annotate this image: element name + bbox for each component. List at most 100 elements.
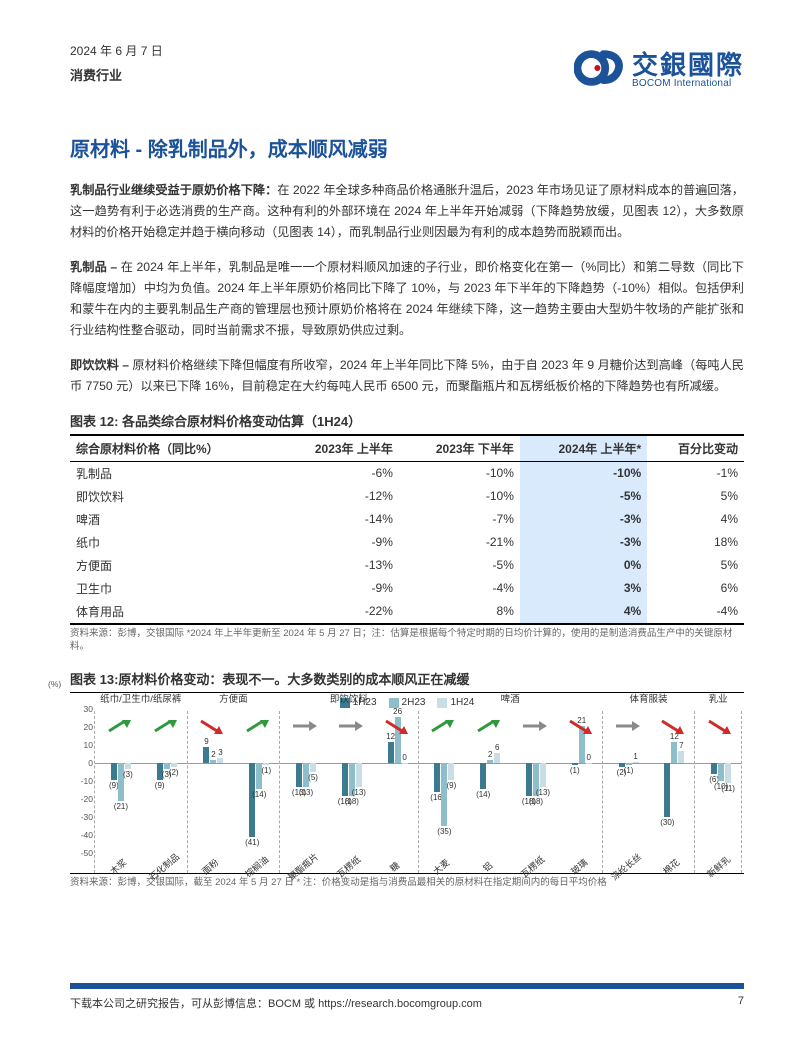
chart-bar-value: (21) — [114, 802, 128, 811]
table-cell: 纸巾 — [70, 531, 278, 554]
logo-icon — [574, 42, 626, 99]
chart-bar — [217, 758, 223, 763]
chart-bar — [263, 763, 269, 765]
table-cell: -9% — [278, 531, 399, 554]
chart-bar — [626, 763, 632, 765]
chart-bar-value: (35) — [437, 827, 451, 836]
page-title: 原材料 - 除乳制品外，成本顺风减弱 — [70, 133, 744, 162]
trend-arrow-icon — [106, 719, 132, 740]
chart-bar — [434, 763, 440, 792]
chart-bar-value: (14) — [476, 790, 490, 799]
table-cell: -5% — [399, 554, 520, 577]
trend-arrow-icon — [706, 719, 732, 740]
chart-group-title: 啤酒 — [419, 695, 602, 709]
table-row: 啤酒-14%-7%-3%4% — [70, 508, 744, 531]
table-cell: 18% — [647, 531, 744, 554]
chart-bar — [540, 763, 546, 786]
trend-arrow-icon — [429, 719, 455, 740]
table-cell: -5% — [520, 485, 647, 508]
page-footer: 下载本公司之研究报告，可从彭博信息：BOCM 或 https://researc… — [70, 983, 744, 1011]
chart-bar-value: (13) — [352, 788, 366, 797]
chart-bar — [125, 763, 131, 768]
chart-bars-area: (16)(35)(9)大麦(14)26铝(18)(18)(13)瓦楞纸(1)21… — [419, 709, 602, 873]
body-paragraph: 乳制品行业继续受益于原奶价格下降：在 2022 年全球多种商品价格通胀升温后，2… — [70, 180, 744, 243]
chart-ytick: -30 — [71, 812, 93, 822]
table-cell: 即饮饮料 — [70, 485, 278, 508]
chart-bar — [402, 763, 408, 764]
chart-bar — [725, 763, 731, 783]
table-cell: 4% — [520, 600, 647, 624]
chart-bars-area: (13)(13)(5)聚酯瓶片(18)(18)(13)瓦楞纸12260糖 — [280, 709, 417, 873]
table-title: 图表 12: 各品类综合原材料价格变动估算（1H24） — [70, 411, 744, 430]
table-header: 综合原材料价格（同比%） — [70, 435, 278, 462]
chart-bar — [249, 763, 255, 837]
table-cell: -7% — [399, 508, 520, 531]
chart-bar — [586, 763, 592, 764]
chart-bar-value: (13) — [536, 788, 550, 797]
trend-arrow-icon — [383, 719, 409, 740]
chart-bar-value: 3 — [218, 748, 222, 757]
trend-arrow-icon — [521, 719, 547, 738]
y-axis-unit: (%) — [48, 679, 61, 689]
table-cell: -12% — [278, 485, 399, 508]
table-cell: -22% — [278, 600, 399, 624]
table-cell: 5% — [647, 485, 744, 508]
table-cell: 6% — [647, 577, 744, 600]
chart-source: 资料来源：彭博，交银国际，截至 2024 年 5 月 27 日 * 注：价格变动… — [70, 877, 744, 890]
chart-group-title: 方便面 — [188, 695, 280, 709]
trend-arrow-icon — [337, 719, 363, 738]
chart-bar-value: 0 — [402, 753, 406, 762]
company-logo: 交銀國際 BOCOM International — [574, 42, 744, 99]
table-cell: -13% — [278, 554, 399, 577]
table-cell: -9% — [278, 577, 399, 600]
chart-bar — [711, 763, 717, 774]
table-row: 方便面-13%-5%0%5% — [70, 554, 744, 577]
chart-bar-value: (30) — [660, 818, 674, 827]
trend-arrow-icon — [475, 719, 501, 740]
report-date: 2024 年 6 月 7 日 — [70, 42, 163, 59]
chart-bar-value: 7 — [679, 741, 683, 750]
table-cell: -3% — [520, 531, 647, 554]
trend-arrow-icon — [152, 719, 178, 740]
table-header: 2024年 上半年* — [520, 435, 647, 462]
chart-bar — [342, 763, 348, 795]
chart-bar-value: (41) — [245, 838, 259, 847]
table-cell: 体育用品 — [70, 600, 278, 624]
chart-title: 图表 13:原材料价格变动：表现不一。大多数类别的成本顺风正在减缓 — [70, 669, 744, 688]
chart-bar — [210, 760, 216, 764]
chart-group-title: 体育服装 — [603, 695, 695, 709]
chart-bar — [494, 753, 500, 764]
chart-bar — [487, 760, 493, 764]
table-cell: -4% — [399, 577, 520, 600]
table-cell: -6% — [278, 461, 399, 485]
table-cell: 卫生巾 — [70, 577, 278, 600]
chart-bar-value: (9) — [155, 781, 165, 790]
trend-arrow-icon — [659, 719, 685, 740]
chart-x-label: 新鲜乳 — [688, 857, 748, 875]
chart-bar-value: (14) — [252, 790, 266, 799]
chart-bar — [448, 763, 454, 779]
chart-bar-value: 26 — [393, 707, 402, 716]
table-cell: 乳制品 — [70, 461, 278, 485]
body-paragraph: 乳制品 – 在 2024 年上半年，乳制品是唯一一个原材料顺风加速的子行业，即价… — [70, 257, 744, 341]
table-cell: -4% — [647, 600, 744, 624]
chart-bar — [356, 763, 362, 786]
chart-bar-value: (2) — [169, 768, 179, 777]
chart-bars-area: 923面粉(41)(14)(1)棕榈油 — [188, 709, 280, 873]
table-cell: 8% — [399, 600, 520, 624]
table-cell: -3% — [520, 508, 647, 531]
trend-arrow-icon — [291, 719, 317, 738]
chart-group: 体育服装(2)(1)1涤纶长丝(30)127棉花 — [603, 711, 696, 873]
trend-arrow-icon — [614, 719, 640, 738]
page-number: 7 — [738, 995, 744, 1011]
table-row: 卫生巾-9%-4%3%6% — [70, 577, 744, 600]
chart-ytick: -10 — [71, 776, 93, 786]
chart-bar-value: (18) — [345, 797, 359, 806]
chart-group: 方便面923面粉(41)(14)(1)棕榈油 — [188, 711, 281, 873]
body-paragraph: 即饮饮料 – 原材料价格继续下降但幅度有所收窄，2024 年上半年同比下降 5%… — [70, 355, 744, 397]
chart-bar — [526, 763, 532, 795]
chart-bar — [296, 763, 302, 786]
chart-group: 纸巾/卫生巾/纸尿裤3020100-10-20-30-40-50(9)(21)(… — [95, 711, 188, 873]
table-header: 百分比变动 — [647, 435, 744, 462]
chart-bar — [310, 763, 316, 772]
